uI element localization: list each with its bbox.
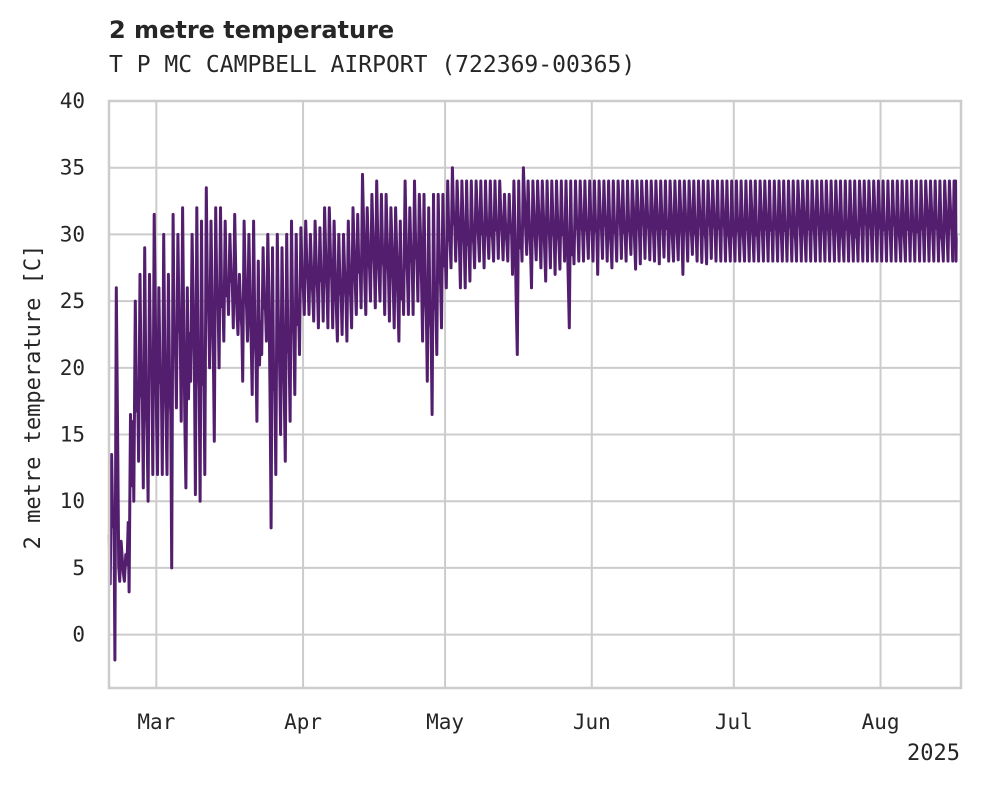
x-tick-label: Mar: [137, 710, 175, 734]
axes: 0 5 10 15 20 25 30 35 40 Mar Apr May Jun Jul Aug: [60, 89, 963, 734]
series-line: [107, 166, 958, 662]
y-tick-label: 10: [60, 489, 85, 513]
x-tick-label: Jul: [715, 710, 753, 734]
y-tick-label: 5: [72, 556, 85, 580]
y-tick-label: 0: [72, 623, 85, 647]
chart-title: 2 metre temperature: [109, 16, 395, 44]
y-tick-label: 30: [60, 222, 85, 246]
y-tick-label: 40: [60, 89, 85, 113]
y-tick-label: 15: [60, 423, 85, 447]
y-tick-label: 20: [60, 356, 85, 380]
x-tick-label: Jun: [573, 710, 611, 734]
x-axis-year-label: 2025: [907, 741, 960, 766]
x-tick-label: Aug: [862, 710, 900, 734]
x-tick-label: May: [426, 710, 464, 734]
y-tick-label: 25: [60, 289, 85, 313]
chart-subtitle: T P MC CAMPBELL AIRPORT (722369-00365): [109, 52, 636, 78]
x-tick-label: Apr: [284, 710, 322, 734]
y-tick-label: 35: [60, 156, 85, 180]
y-axis-label: 2 metre temperature [C]: [21, 245, 46, 550]
series-layer: [107, 166, 958, 662]
plot-frame: [107, 99, 963, 690]
gridlines: [109, 100, 961, 688]
